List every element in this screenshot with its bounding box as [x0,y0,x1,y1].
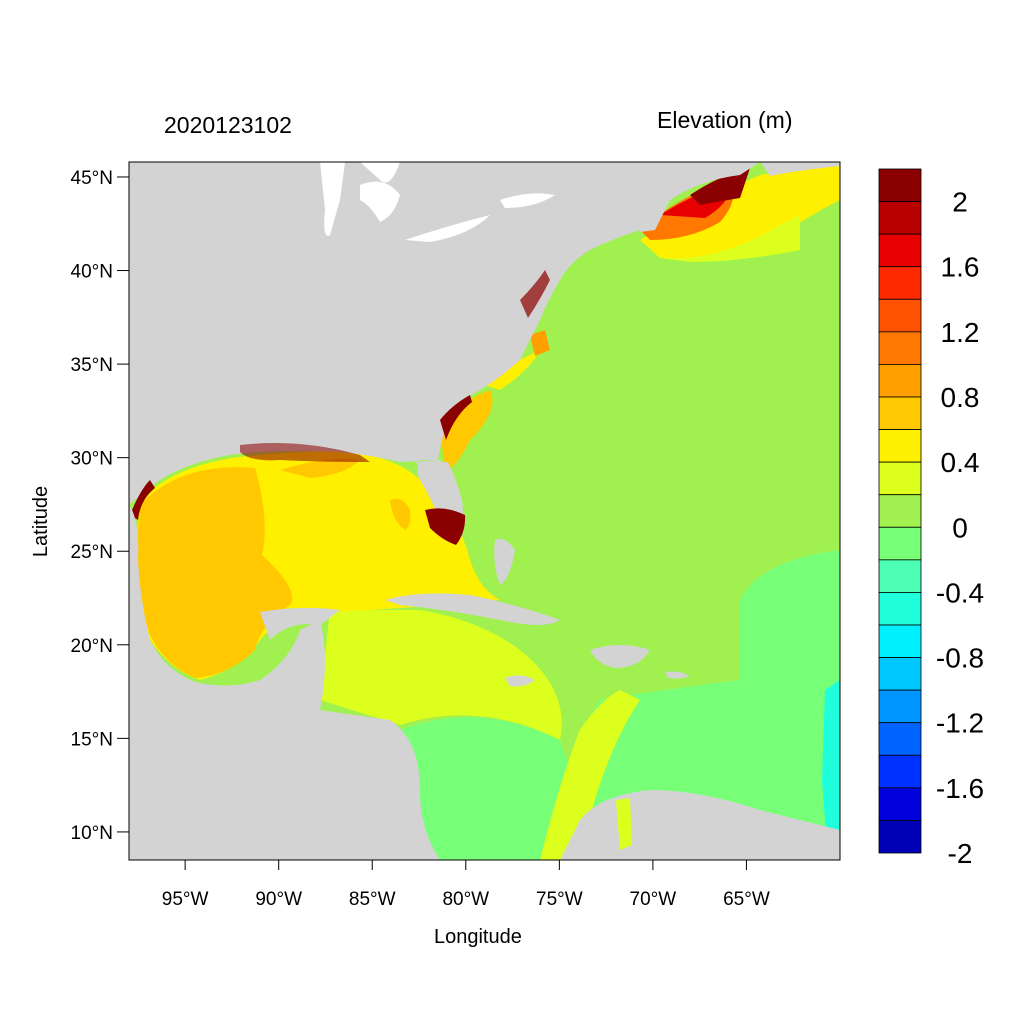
ocean-zone-mississippi-shelf [280,458,360,478]
coast-chesapeake [520,270,550,318]
colorbar-swatch [878,168,922,202]
colorbar-swatch [878,559,922,593]
colorbar-label: -0.8 [936,643,984,674]
land-puerto-rico [665,671,690,679]
variable-label: Elevation (m) [657,107,793,133]
x-tick-label: 80°W [442,889,489,910]
land-hispaniola [590,645,650,668]
colorbar-label: -0.4 [936,577,984,608]
colorbar-swatch [878,592,922,626]
colorbar-swatch [878,331,922,365]
colorbar-swatch [878,396,922,430]
x-tick-label: 75°W [536,889,583,910]
colorbar-swatch [878,722,922,756]
date-label: 2020123102 [164,112,292,138]
colorbar-swatch [878,820,922,854]
ocean-zone-western-caribbean [320,610,562,740]
colorbar-swatch [878,689,922,724]
lake-superior [360,162,400,183]
ocean-zone-northeast-band [660,215,800,262]
colorbar-label: -2 [948,838,973,869]
land-bahamas [494,538,515,585]
y-tick-label: 15°N [71,729,113,750]
y-tick-label: 10°N [71,823,113,844]
x-axis-ticks: 95°W 90°W 85°W 80°W 75°W 70°W 65°W [162,860,770,910]
colorbar-swatch [878,266,922,300]
x-tick-label: 95°W [162,889,209,910]
colorbar: 2 1.6 1.2 0.8 0.4 0 -0.4 -0.8 -1.2 -1.6 -2 [878,168,984,869]
plot-frame [128,161,841,861]
ocean-zone-central-america [400,717,580,860]
x-axis-label: Longitude [434,926,522,948]
colorbar-swatch [878,461,922,496]
colorbar-swatch [878,657,922,691]
colorbar-label: -1.2 [936,708,984,739]
colorbar-label: 0 [952,512,968,543]
coast-texas [130,480,155,520]
ocean-zone-east-edge [822,680,840,860]
colorbar-swatch [878,364,922,398]
coast-georgia [440,395,472,440]
land-nova-scotia [760,162,840,176]
colorbar-swatch [878,298,922,333]
coast-gulf-north [240,442,370,462]
ocean-zone-gulf-of-maine-band [640,162,840,261]
ocean-zone-southeast [540,550,840,860]
land-new-england [640,162,760,232]
y-tick-label: 30°N [71,449,113,470]
y-tick-label: 45°N [71,168,113,189]
lake-maracaibo [616,798,632,850]
land-jamaica [505,675,535,687]
lake-michigan [320,162,345,236]
colorbar-label: 0.8 [941,382,980,413]
land-mexico-central-america [129,505,440,860]
ocean-zone-western-gulf [136,467,293,678]
ocean-zone-bay-of-fundy [690,168,750,205]
colorbar-swatch [878,233,922,268]
y-tick-label: 40°N [71,262,113,283]
x-tick-label: 65°W [723,889,770,910]
x-tick-label: 85°W [349,889,396,910]
y-tick-label: 20°N [71,636,113,657]
y-tick-label: 25°N [71,542,113,563]
colorbar-swatch [878,494,922,528]
colorbar-swatch [878,624,922,658]
lake-huron [360,181,400,222]
x-tick-label: 90°W [255,889,302,910]
colorbar-label: 1.6 [941,252,980,283]
y-axis-ticks: 45°N 40°N 35°N 30°N 25°N 20°N 15°N 10°N [71,168,129,844]
colorbar-label: 1.2 [941,317,980,348]
colorbar-swatch [878,201,922,235]
lake-ontario [500,193,555,208]
land-yucatan [260,607,340,640]
colorbar-swatch [878,787,922,821]
lake-erie [405,215,490,242]
x-tick-label: 70°W [630,889,677,910]
colorbar-swatch [878,429,922,463]
y-tick-label: 35°N [71,355,113,376]
colorbar-label: 0.4 [941,447,980,478]
coast-southwest-florida [425,508,466,545]
colorbar-swatch [878,526,922,561]
land-cuba [385,593,560,625]
ocean-zone-caribbean-band [540,690,640,860]
colorbar-swatch [878,754,922,789]
ocean-zone-georgia-bight [440,390,493,470]
colorbar-label: 2 [952,187,968,218]
ocean-zone-florida-shelf [390,498,411,530]
ocean-zone-outer-banks [530,330,550,356]
map-plot-area [129,162,840,860]
colorbar-label: -1.6 [936,773,984,804]
